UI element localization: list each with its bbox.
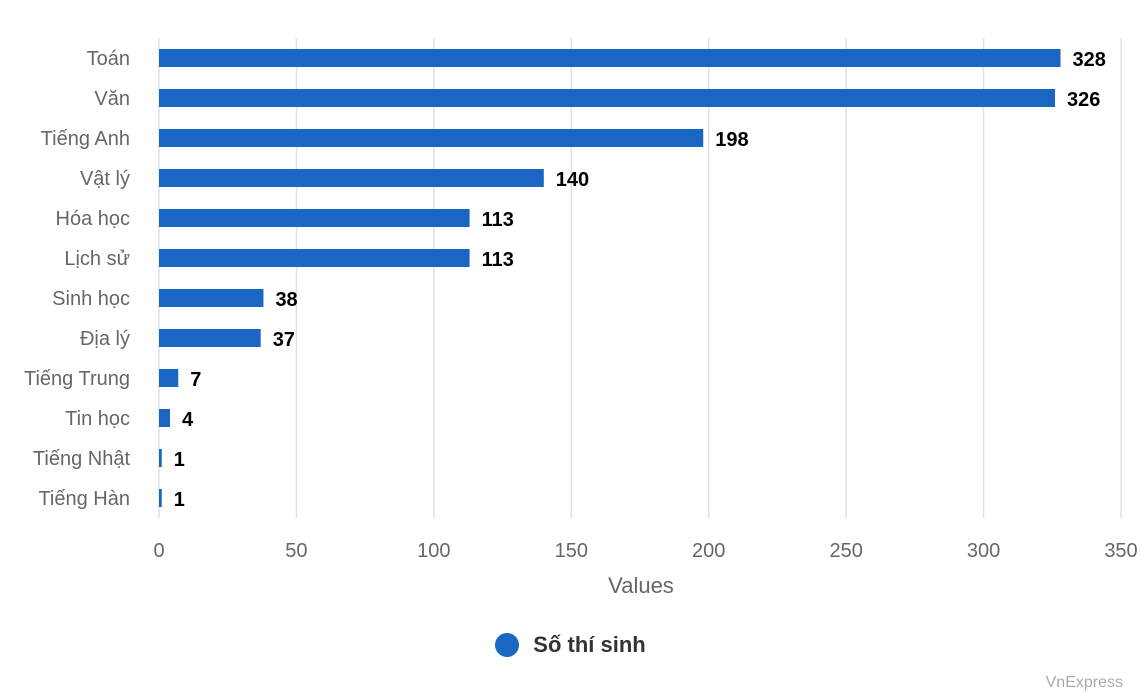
data-label: 4: [182, 409, 194, 431]
x-axis-title: Values: [608, 573, 674, 598]
category-labels: Toán Văn Tiếng Anh Vật lý Hóa học Lịch sử Sinh…: [24, 48, 130, 510]
legend[interactable]: Số thí sinh: [0, 632, 1141, 658]
category-label: Sinh học: [52, 288, 130, 310]
data-labels: 328 326 198 140 113 113 38 37 7 4 1 1: [174, 49, 1106, 511]
bar[interactable]: [159, 449, 162, 467]
x-tick-label: 0: [153, 540, 164, 562]
category-label: Lịch sử: [64, 248, 130, 270]
category-label: Tiếng Nhật: [33, 448, 131, 470]
grid-lines: [158, 38, 1122, 518]
data-label: 37: [273, 329, 295, 351]
category-label: Vật lý: [80, 168, 130, 190]
data-label: 38: [275, 289, 297, 311]
x-tick-label: 350: [1104, 540, 1137, 562]
x-tick-label: 250: [829, 540, 862, 562]
bars: [159, 49, 1061, 507]
x-tick-label: 200: [692, 540, 725, 562]
x-tick-label: 150: [555, 540, 588, 562]
bar[interactable]: [159, 209, 470, 227]
bar[interactable]: [159, 329, 261, 347]
bar[interactable]: [159, 169, 544, 187]
bar-chart: Toán Văn Tiếng Anh Vật lý Hóa học Lịch sử Sinh…: [24, 38, 1138, 598]
data-label: 113: [482, 249, 514, 271]
bar[interactable]: [159, 369, 179, 387]
data-label: 140: [556, 169, 589, 191]
x-tick-label: 300: [967, 540, 1000, 562]
bar[interactable]: [159, 489, 162, 507]
bar[interactable]: [159, 289, 264, 307]
bar[interactable]: [159, 409, 170, 427]
bar[interactable]: [159, 249, 470, 267]
data-label: 7: [190, 369, 201, 391]
data-label: 326: [1067, 89, 1100, 111]
data-label: 328: [1073, 49, 1106, 71]
category-label: Văn: [94, 88, 130, 110]
legend-swatch: [495, 633, 520, 657]
category-label: Tiếng Trung: [24, 368, 130, 390]
data-label: 1: [174, 449, 185, 471]
x-tick-label: 100: [417, 540, 450, 562]
data-label: 1: [174, 489, 185, 511]
x-tick-label: 50: [285, 540, 307, 562]
bar[interactable]: [159, 89, 1056, 107]
source-credit: VnExpress: [1045, 674, 1123, 691]
category-label: Hóa học: [56, 208, 131, 230]
category-label: Tiếng Hàn: [38, 488, 130, 510]
category-label: Tin học: [65, 408, 130, 430]
legend-label: Số thí sinh: [533, 632, 646, 657]
category-label: Tiếng Anh: [41, 128, 130, 150]
bar[interactable]: [159, 129, 704, 147]
data-label: 113: [482, 209, 514, 231]
category-label: Địa lý: [80, 328, 130, 350]
category-label: Toán: [87, 48, 130, 70]
data-label: 198: [715, 129, 748, 151]
bar[interactable]: [159, 49, 1061, 67]
x-axis-ticks: 0 50 100 150 200 250 300 350: [153, 540, 1137, 562]
